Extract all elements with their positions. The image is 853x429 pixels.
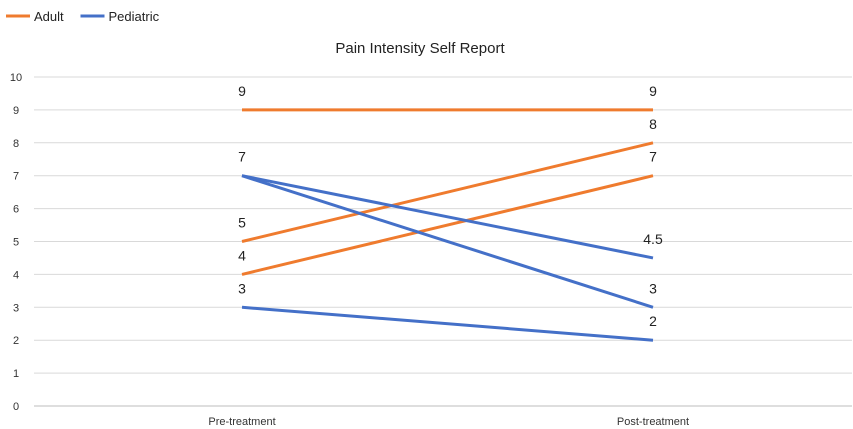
y-tick-label: 8 xyxy=(13,138,19,150)
x-axis: Pre-treatment Post-treatment xyxy=(208,416,689,428)
data-label: 7 xyxy=(649,149,657,165)
y-tick-label: 1 xyxy=(13,368,19,380)
series-lines xyxy=(241,108,654,342)
y-axis: 0 1 2 3 4 5 6 7 8 9 10 xyxy=(10,72,22,413)
data-label: 4.5 xyxy=(643,231,663,247)
y-tick-label: 10 xyxy=(10,72,22,84)
data-label: 8 xyxy=(649,116,657,132)
data-label: 4 xyxy=(238,247,246,263)
series-line-pediatric xyxy=(241,174,654,260)
data-label: 9 xyxy=(649,83,657,99)
y-tick-label: 4 xyxy=(13,269,19,281)
chart-title: Pain Intensity Self Report xyxy=(335,40,505,57)
x-tick-label: Post-treatment xyxy=(617,416,689,428)
gridlines xyxy=(34,76,852,407)
y-tick-label: 6 xyxy=(13,204,19,216)
legend: Adult Pediatric xyxy=(6,9,160,24)
data-label: 9 xyxy=(238,83,246,99)
series-line-adult xyxy=(241,141,654,243)
series-line-pediatric xyxy=(241,305,654,342)
y-tick-label: 0 xyxy=(13,401,19,413)
x-tick-label: Pre-treatment xyxy=(208,416,275,428)
series-line-adult xyxy=(241,174,654,276)
y-tick-label: 7 xyxy=(13,171,19,183)
y-tick-label: 2 xyxy=(13,335,19,347)
y-tick-label: 5 xyxy=(13,237,19,249)
y-tick-label: 9 xyxy=(13,105,19,117)
legend-label-pediatric: Pediatric xyxy=(109,9,160,24)
legend-label-adult: Adult xyxy=(34,9,64,24)
data-label: 7 xyxy=(238,149,246,165)
data-label: 2 xyxy=(649,313,657,329)
data-label: 5 xyxy=(238,215,246,231)
data-label: 3 xyxy=(649,280,657,296)
data-label: 3 xyxy=(238,280,246,296)
series-line-pediatric xyxy=(241,174,654,309)
y-tick-label: 3 xyxy=(13,302,19,314)
data-labels: 9 7 5 4 3 9 8 7 4.5 3 2 xyxy=(238,83,663,329)
